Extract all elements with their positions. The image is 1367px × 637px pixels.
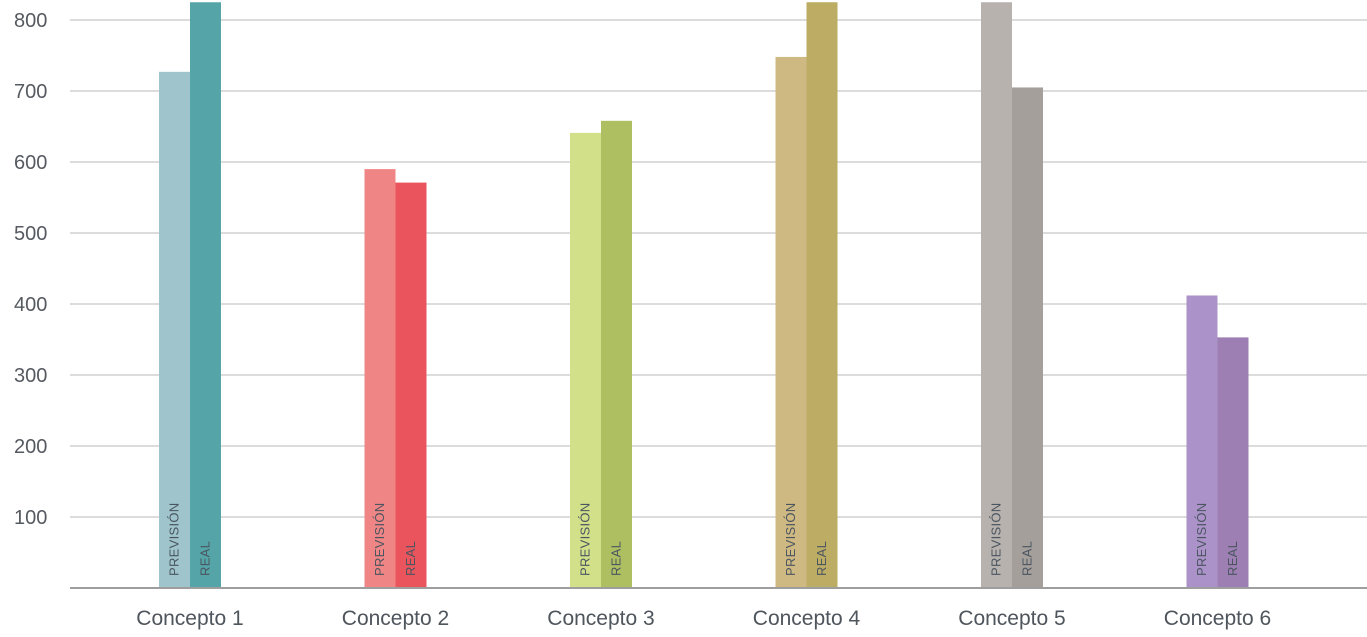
x-tick-label: Concepto 2: [342, 607, 449, 630]
x-tick-label: Concepto 5: [958, 607, 1065, 630]
x-tick-label: Concepto 1: [136, 607, 243, 630]
bar-label-prevision: PREVISIÓN: [783, 503, 798, 577]
y-tick-label: 300: [14, 365, 47, 387]
bar-label-real: REAL: [609, 541, 624, 576]
x-tick-labels: Concepto 1 Concepto 2 Concepto 3 Concepto 4…: [136, 607, 1271, 630]
x-tick-label: Concepto 6: [1164, 607, 1271, 630]
bar-label-prevision: PREVISIÓN: [1194, 503, 1209, 577]
bar-label-real: REAL: [1020, 541, 1035, 576]
y-tick-label: 500: [14, 223, 47, 245]
x-tick-label: Concepto 3: [547, 607, 654, 630]
bar-prevision: [364, 169, 396, 588]
bar-label-prevision: PREVISIÓN: [578, 503, 593, 577]
bar-label-real: REAL: [403, 541, 418, 576]
bar-prevision: [1186, 295, 1218, 588]
bar-real: [1217, 337, 1249, 588]
bar-prevision: [570, 132, 601, 588]
gridlines: [70, 19, 1367, 518]
bar-label-prevision: PREVISIÓN: [167, 503, 182, 577]
bar-label-real: REAL: [1225, 541, 1240, 576]
y-tick-labels: 100 200 300 400 500 600 700 800: [14, 10, 47, 529]
bar-real: [1012, 87, 1043, 588]
bar-prevision: [775, 56, 807, 589]
x-tick-label: Concepto 4: [753, 607, 861, 630]
y-tick-label: 800: [14, 10, 47, 32]
y-tick-label: 400: [14, 294, 47, 316]
bar-labels: PREVISIÓN REAL PREVISIÓN REAL PREVISIÓN REAL P…: [167, 503, 1241, 577]
bar-label-prevision: PREVISIÓN: [372, 503, 387, 577]
y-tick-label: 700: [14, 81, 47, 103]
bar-label-real: REAL: [198, 541, 213, 576]
bar-prevision: [981, 2, 1012, 588]
bar-prevision: [159, 71, 190, 588]
y-tick-label: 200: [14, 436, 47, 458]
bar-label-prevision: PREVISIÓN: [989, 503, 1004, 577]
bars: [159, 2, 1249, 589]
y-tick-label: 600: [14, 152, 47, 174]
y-tick-label: 100: [14, 507, 47, 529]
bar-real: [601, 120, 632, 588]
bar-real: [395, 182, 427, 588]
bar-real: [190, 2, 221, 588]
bar-real: [806, 2, 838, 588]
bar-label-real: REAL: [814, 541, 829, 576]
